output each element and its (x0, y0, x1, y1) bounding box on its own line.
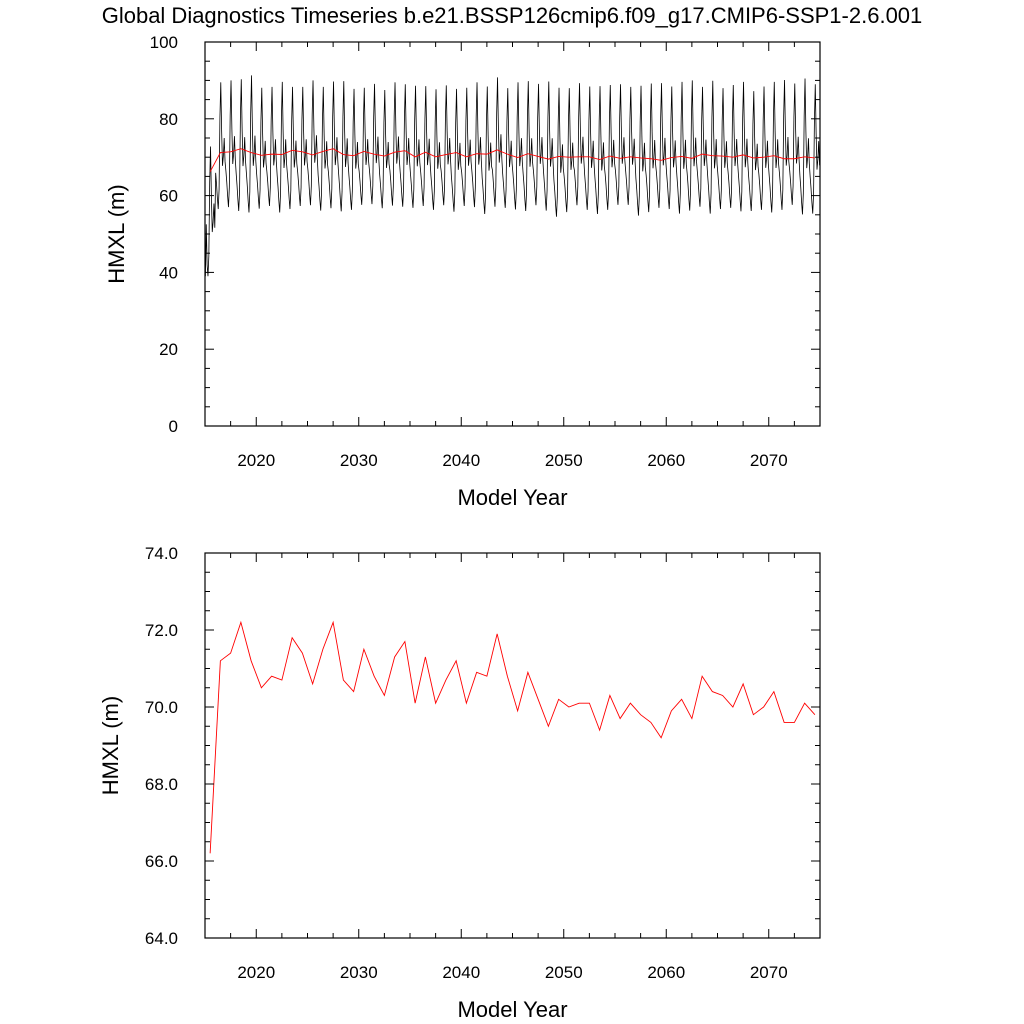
y-tick-label: 64.0 (145, 929, 178, 948)
y-tick-label: 66.0 (145, 852, 178, 871)
annual-mean-series-line (209, 620, 816, 854)
x-tick-label: 2050 (545, 963, 583, 982)
y-axis-label: HMXL (m) (98, 696, 123, 795)
x-tick-label: 2070 (750, 451, 788, 470)
plot-frame (204, 552, 821, 939)
x-axis-label: Model Year (457, 485, 567, 510)
y-tick-label: 100 (150, 33, 178, 52)
y-tick-label: 20 (159, 340, 178, 359)
x-tick-label: 2030 (340, 963, 378, 982)
y-tick-label: 0 (169, 417, 178, 436)
x-tick-label: 2060 (647, 451, 685, 470)
monthly-series-line (205, 75, 820, 277)
y-tick-label: 60 (159, 187, 178, 206)
x-tick-label: 2020 (237, 451, 275, 470)
x-axis-label: Model Year (457, 997, 567, 1022)
y-tick-label: 80 (159, 110, 178, 129)
x-tick-label: 2030 (340, 451, 378, 470)
plot-frame (204, 41, 821, 427)
x-tick-label: 2020 (237, 963, 275, 982)
y-tick-label: 68.0 (145, 775, 178, 794)
y-tick-label: 74.0 (145, 544, 178, 563)
x-tick-label: 2050 (545, 451, 583, 470)
y-tick-label: 70.0 (145, 698, 178, 717)
y-tick-label: 40 (159, 263, 178, 282)
x-tick-label: 2040 (442, 451, 480, 470)
bottom-panel-annual-mean: 64.0 66.0 68.0 70.0 72.0 74.0 2020 2030 2040 2050… (98, 544, 821, 1022)
annual-mean-series-line (209, 148, 815, 173)
y-axis-label: HMXL (m) (104, 184, 129, 283)
x-tick-label: 2040 (442, 963, 480, 982)
y-tick-label: 72.0 (145, 621, 178, 640)
x-tick-label: 2060 (647, 963, 685, 982)
figure-title: Global Diagnostics Timeseries b.e21.BSSP… (102, 3, 923, 28)
x-tick-label: 2070 (750, 963, 788, 982)
